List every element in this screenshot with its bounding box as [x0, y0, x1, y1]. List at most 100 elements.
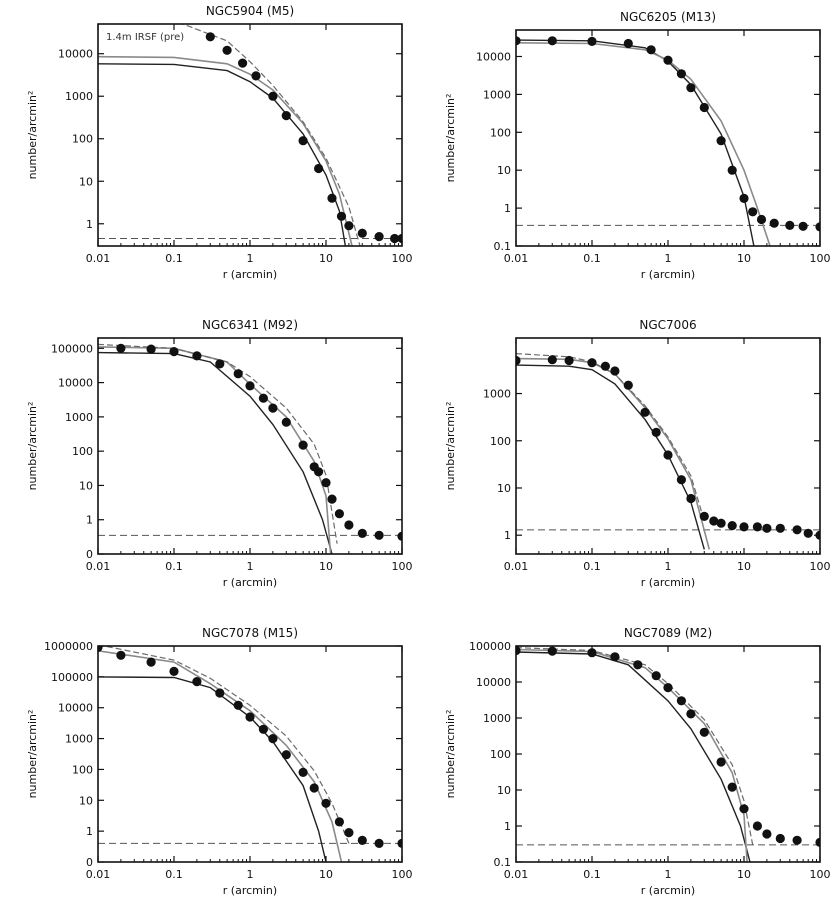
- data-point: [169, 666, 179, 677]
- data-point: [116, 343, 126, 353]
- x-axis-label: r (arcmin): [223, 268, 277, 281]
- data-point: [397, 838, 402, 848]
- data-point: [169, 347, 179, 357]
- y-axis-label: number/arcmin²: [444, 710, 457, 799]
- y-tick-label: 1: [504, 529, 511, 542]
- y-tick-label: 100: [490, 435, 511, 448]
- plot-frame: [515, 645, 821, 863]
- plot-area: [98, 646, 402, 862]
- y-tick-label: 1000000: [44, 640, 93, 653]
- data-point: [516, 355, 521, 366]
- data-point: [699, 102, 709, 113]
- model-curve-solid-dark: [516, 651, 751, 862]
- panel-2: NGC6205 (M13)0.01 0.1 1 10 1000.111010010001…: [444, 10, 830, 281]
- x-axis-label: r (arcmin): [641, 268, 695, 281]
- y-tick-label: 1: [86, 825, 93, 838]
- data-point: [390, 233, 400, 244]
- data-point: [716, 136, 726, 146]
- x-tick-label: 1: [247, 560, 254, 573]
- data-point: [268, 91, 278, 101]
- data-point: [748, 207, 758, 217]
- data-point: [268, 403, 278, 413]
- x-tick-label: 0.01: [86, 560, 111, 573]
- data-point: [233, 700, 243, 710]
- data-point: [803, 528, 813, 538]
- y-tick-label: 10000: [476, 50, 511, 63]
- plot-area: [98, 343, 402, 554]
- data-point: [633, 660, 643, 670]
- data-point: [245, 712, 255, 722]
- data-point: [727, 165, 737, 175]
- data-point: [739, 522, 749, 532]
- y-tick-label: 0.1: [494, 856, 512, 869]
- model-curve-solid-gray: [516, 648, 748, 862]
- data-point: [815, 222, 820, 232]
- x-tick-label: 0.1: [583, 560, 601, 573]
- y-tick-label: 10000: [476, 676, 511, 689]
- plot-frame: [515, 337, 821, 555]
- model-curve-solid-gray: [98, 55, 353, 246]
- data-point: [676, 475, 687, 485]
- x-tick-label: 100: [810, 252, 830, 265]
- data-point: [336, 211, 347, 221]
- data-point: [314, 467, 324, 477]
- data-point: [623, 380, 633, 390]
- data-point: [640, 407, 650, 417]
- y-tick-label: 1: [86, 218, 93, 231]
- x-tick-label: 1: [665, 560, 672, 573]
- y-axis-label: number/arcmin²: [26, 402, 39, 491]
- y-tick-label: 1: [504, 820, 511, 833]
- y-tick-label: 100: [72, 133, 93, 146]
- data-point: [251, 71, 261, 81]
- x-axis-label: r (arcmin): [223, 576, 277, 589]
- panel-title: NGC7089 (M2): [624, 626, 712, 640]
- x-tick-label: 1: [247, 868, 254, 881]
- data-point: [146, 344, 156, 354]
- model-curve-solid-dark: [98, 63, 347, 246]
- x-tick-label: 100: [810, 868, 830, 881]
- y-tick-label: 100: [490, 748, 511, 761]
- x-axis-label: r (arcmin): [641, 576, 695, 589]
- y-tick-label: 1000: [483, 388, 511, 401]
- model-curve-solid-dark: [98, 351, 333, 554]
- data-point: [344, 221, 354, 231]
- data-point: [192, 351, 202, 361]
- plot-area: [516, 353, 820, 550]
- model-curve-solid-gray: [516, 357, 711, 550]
- x-tick-label: 10: [319, 560, 333, 573]
- data-point: [547, 36, 557, 46]
- data-point: [281, 111, 291, 121]
- y-tick-label: 0: [86, 856, 93, 869]
- x-tick-label: 1: [665, 252, 672, 265]
- data-point: [192, 677, 202, 687]
- panel-title: NGC6205 (M13): [620, 10, 716, 24]
- y-tick-label: 100000: [51, 671, 93, 684]
- data-point: [699, 511, 709, 521]
- data-point: [752, 522, 763, 532]
- panel-title: NGC7078 (M15): [202, 626, 298, 640]
- data-point: [798, 221, 808, 231]
- data-point: [222, 45, 232, 55]
- plot-area: [98, 24, 402, 246]
- data-point: [727, 782, 737, 792]
- y-tick-label: 10: [79, 479, 93, 492]
- data-point: [610, 652, 620, 662]
- data-point: [676, 696, 687, 706]
- data-point: [587, 648, 597, 658]
- y-tick-label: 100000: [51, 342, 93, 355]
- x-tick-label: 0.01: [86, 252, 111, 265]
- x-axis-label: r (arcmin): [223, 884, 277, 897]
- data-point: [298, 440, 308, 450]
- y-tick-label: 0: [86, 548, 93, 561]
- plot-area: [516, 36, 820, 246]
- model-curve-dashed: [98, 343, 338, 544]
- y-tick-label: 100000: [469, 640, 511, 653]
- y-tick-label: 10: [497, 482, 511, 495]
- data-point: [205, 32, 215, 42]
- data-point: [298, 767, 308, 778]
- plot-frame: [97, 645, 403, 863]
- x-tick-label: 100: [392, 560, 413, 573]
- model-curve-solid-gray: [98, 650, 343, 862]
- data-point: [792, 525, 802, 535]
